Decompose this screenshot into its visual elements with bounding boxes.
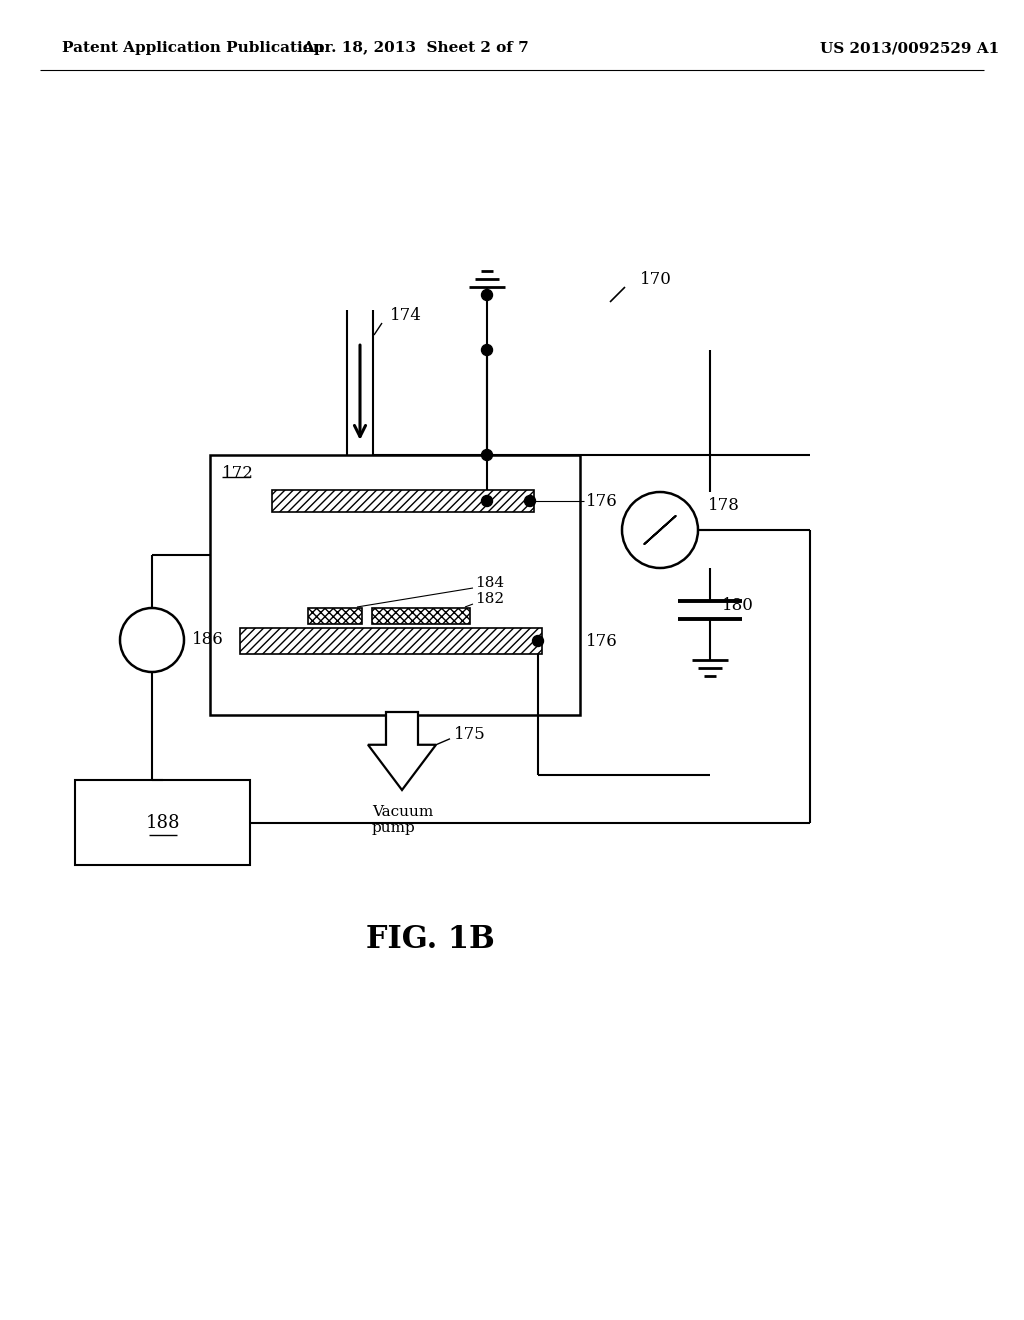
Text: 176: 176: [586, 632, 617, 649]
Text: 174: 174: [390, 306, 422, 323]
Text: 186: 186: [193, 631, 224, 648]
Text: 172: 172: [222, 465, 254, 482]
Text: FIG. 1B: FIG. 1B: [366, 924, 495, 956]
Circle shape: [481, 495, 493, 507]
Circle shape: [481, 450, 493, 461]
Bar: [372, 609, 470, 624]
Text: 175: 175: [454, 726, 485, 743]
Bar: [240, 628, 542, 653]
Text: 170: 170: [640, 272, 672, 289]
Text: 184: 184: [475, 576, 504, 590]
Bar: [308, 609, 362, 624]
Circle shape: [120, 609, 184, 672]
Text: 178: 178: [708, 496, 740, 513]
Bar: [210, 455, 580, 715]
Text: 180: 180: [722, 598, 754, 615]
Text: 188: 188: [145, 813, 180, 832]
Circle shape: [532, 635, 544, 647]
Circle shape: [524, 495, 536, 507]
Text: Vacuum
pump: Vacuum pump: [372, 805, 433, 836]
Text: Apr. 18, 2013  Sheet 2 of 7: Apr. 18, 2013 Sheet 2 of 7: [302, 41, 528, 55]
Text: 182: 182: [475, 591, 504, 606]
Text: US 2013/0092529 A1: US 2013/0092529 A1: [820, 41, 999, 55]
Circle shape: [481, 289, 493, 301]
Bar: [272, 490, 534, 512]
Text: Patent Application Publication: Patent Application Publication: [62, 41, 324, 55]
Text: 176: 176: [586, 492, 617, 510]
Circle shape: [622, 492, 698, 568]
Circle shape: [481, 345, 493, 355]
Bar: [75, 780, 250, 865]
Polygon shape: [368, 711, 436, 789]
